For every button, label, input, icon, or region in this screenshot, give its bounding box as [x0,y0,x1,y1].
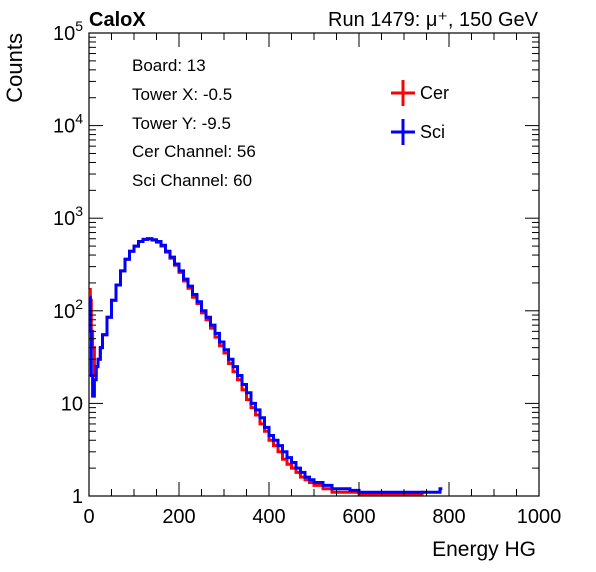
y-tick-label: 103 [53,203,83,230]
y-tick-label: 10 [61,393,83,415]
legend: Cer Sci [391,80,449,145]
x-tick-label: 600 [342,506,375,528]
info-block: Board: 13 Tower X: -0.5 Tower Y: -9.5 Ce… [132,56,256,190]
y-tick-label: 1 [72,486,83,508]
x-tick-label: 800 [432,506,465,528]
info-line-board: Board: 13 [132,56,206,75]
series-line-cer [88,237,425,496]
chart-left-title: CaloX [89,9,146,31]
x-tick-label: 200 [162,506,195,528]
y-tick-label: 104 [53,111,83,138]
chart-right-title: Run 1479: μ⁺, 150 GeV [328,9,539,31]
info-line-tower-y: Tower Y: -9.5 [132,114,231,133]
x-axis-label: Energy HG [432,538,536,561]
legend-entry-sci: Sci [391,119,445,145]
x-tick-label: 400 [252,506,285,528]
legend-entry-cer: Cer [391,80,449,106]
legend-label-cer: Cer [420,83,449,103]
y-tick-label: 105 [53,18,83,45]
x-tick-label: 0 [83,506,94,528]
y-axis-label: Counts [2,33,27,103]
y-tick-label: 102 [53,296,83,323]
info-line-cer-channel: Cer Channel: 56 [132,142,256,161]
series-line-sci [88,237,443,494]
info-line-sci-channel: Sci Channel: 60 [132,171,252,190]
x-tick-label: 1000 [517,506,562,528]
legend-label-sci: Sci [420,122,445,142]
info-line-tower-x: Tower X: -0.5 [132,85,232,104]
